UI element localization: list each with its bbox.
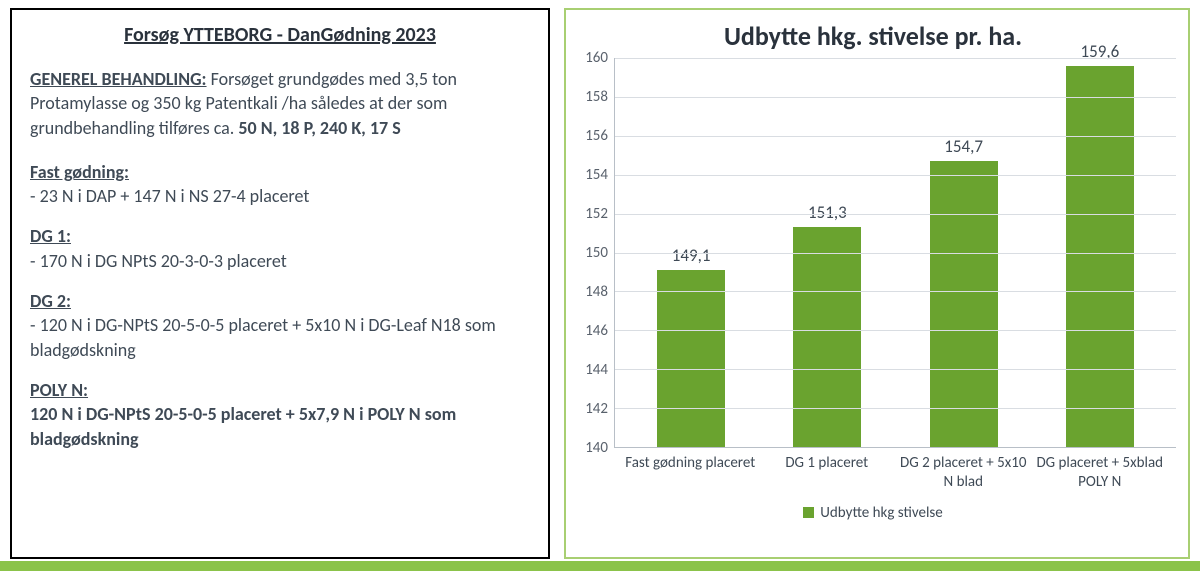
chart-legend: Udbytte hkg stivelse [570,504,1176,522]
section-head: Fast gødning: [30,160,530,184]
y-tick-label: 154 [585,166,608,184]
bar [1066,66,1134,447]
x-category-label: Fast gødning placeret [625,454,756,492]
section-3: POLY N: 120 N i DG-NPtS 20-5-0-5 placere… [30,378,530,451]
x-category-label: DG placeret + 5xblad POLY N [1034,454,1165,492]
y-tick-label: 142 [585,400,608,418]
bar [793,227,861,447]
x-category-label: DG 2 placeret + 5x10 N blad [898,454,1029,492]
x-axis-labels: Fast gødning placeretDG 1 placeretDG 2 p… [614,448,1176,492]
section-line: - 120 N i DG-NPtS 20-5-0-5 placeret + 5x… [30,313,530,362]
section-head: DG 1: [30,224,530,248]
y-tick-label: 160 [585,49,608,67]
chart-body: 140142144146148150152154156158160 149,11… [570,58,1176,448]
general-treatment-block: GENEREL BEHANDLING: Forsøget grundgødes … [30,67,530,140]
y-axis: 140142144146148150152154156158160 [570,58,614,448]
bar-slot: 151,3 [762,202,893,447]
y-tick-label: 144 [585,361,608,379]
section-head: DG 2: [30,289,530,313]
footer-accent-bar [0,561,1200,571]
grid-line [615,175,1176,176]
plot-area: 149,1151,3154,7159,6 [614,58,1176,448]
grid-line [615,136,1176,137]
bar-value-label: 154,7 [944,136,983,157]
bar-value-label: 149,1 [672,245,711,266]
section-line: 120 N i DG-NPtS 20-5-0-5 placeret + 5x7,… [30,402,530,451]
panel-title: Forsøg YTTEBORG - DanGødning 2023 [30,22,530,49]
section-line: - 170 N i DG NPtS 20-3-0-3 placeret [30,249,530,273]
y-tick-label: 152 [585,205,608,223]
grid-line [615,214,1176,215]
grid-line [615,58,1176,59]
y-tick-label: 158 [585,88,608,106]
grid-line [615,330,1176,331]
general-bold-values: 50 N, 18 P, 240 K, 17 S [238,117,400,139]
section-line: - 23 N i DAP + 147 N i NS 27-4 placeret [30,184,530,208]
legend-label: Udbytte hkg stivelse [820,504,942,522]
section-1: DG 1: - 170 N i DG NPtS 20-3-0-3 placere… [30,224,530,273]
bar-slot: 159,6 [1034,41,1165,447]
y-tick-label: 146 [585,322,608,340]
section-2: DG 2: - 120 N i DG-NPtS 20-5-0-5 placere… [30,289,530,362]
legend-swatch [803,507,814,518]
grid-line [615,253,1176,254]
layout-wrap: Forsøg YTTEBORG - DanGødning 2023 GENERE… [0,0,1200,571]
grid-line [615,97,1176,98]
x-category-label: DG 1 placeret [761,454,892,492]
y-tick-label: 150 [585,244,608,262]
y-tick-label: 148 [585,283,608,301]
section-0: Fast gødning: - 23 N i DAP + 147 N i NS … [30,160,530,209]
description-panel: Forsøg YTTEBORG - DanGødning 2023 GENERE… [10,8,550,559]
grid-line [615,408,1176,409]
general-label: GENEREL BEHANDLING: [30,68,207,90]
y-tick-label: 156 [585,127,608,145]
bar-slot: 149,1 [626,245,757,447]
grid-line [615,369,1176,370]
bar [930,161,998,447]
chart-panel: Udbytte hkg. stivelse pr. ha. 1401421441… [564,8,1190,559]
section-head: POLY N: [30,378,530,402]
bar [657,270,725,447]
grid-line [615,291,1176,292]
y-tick-label: 140 [585,439,608,457]
